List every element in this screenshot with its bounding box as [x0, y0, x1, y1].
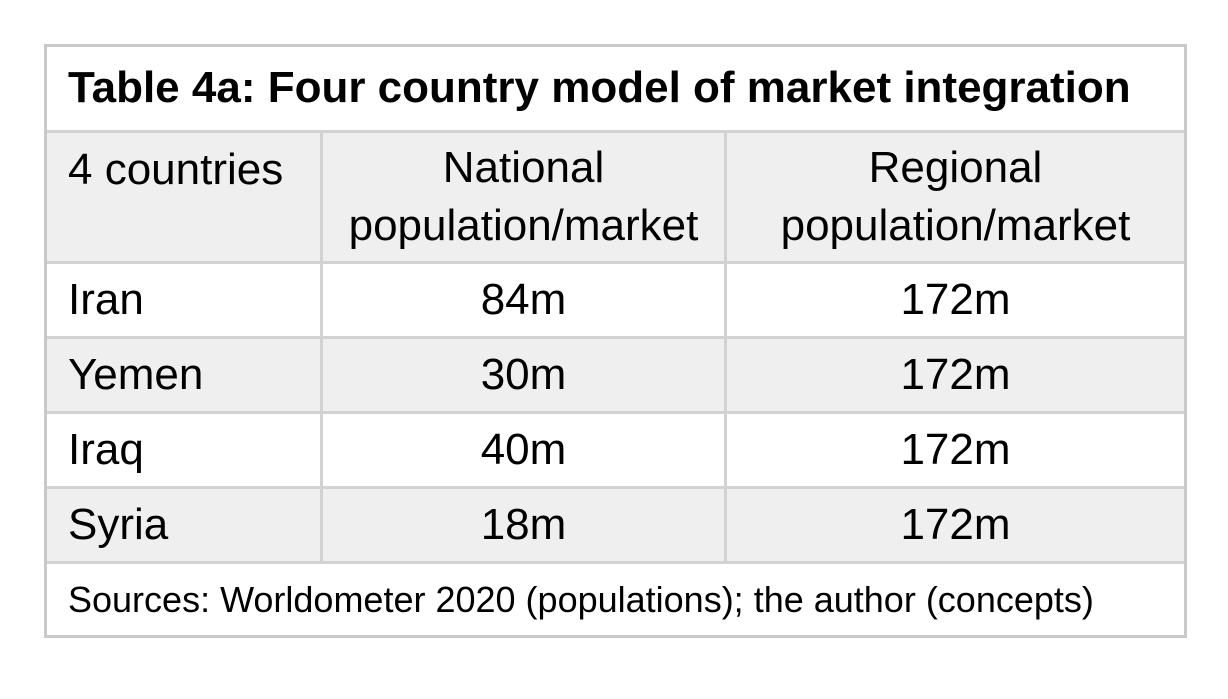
table-source-row: Sources: Worldometer 2020 (populations);…	[47, 561, 1184, 635]
table-source-note: Sources: Worldometer 2020 (populations);…	[68, 578, 1094, 620]
table-title: Table 4a: Four country model of market i…	[68, 63, 1131, 113]
cell-regional-population: 172m	[724, 414, 1184, 486]
cell-national-population: 84m	[320, 264, 724, 336]
country-label: Iran	[68, 274, 144, 324]
cell-country: Yemen	[47, 339, 320, 411]
column-header-regional: Regional population/market	[724, 133, 1184, 261]
table-row-yemen: Yemen 30m 172m	[47, 336, 1184, 411]
table-row-syria: Syria 18m 172m	[47, 486, 1184, 561]
table-header-row: 4 countries National population/market R…	[47, 130, 1184, 261]
market-integration-table: Table 4a: Four country model of market i…	[44, 44, 1187, 638]
country-label: Yemen	[68, 349, 204, 399]
national-population-value: 40m	[480, 424, 567, 474]
country-label: Iraq	[68, 424, 144, 474]
column-header-regional-line2: population/market	[780, 201, 1131, 250]
cell-regional-population: 172m	[724, 339, 1184, 411]
cell-country: Iran	[47, 264, 320, 336]
column-header-regional-line1: Regional	[868, 143, 1043, 192]
regional-population-value: 172m	[900, 274, 1011, 324]
cell-regional-population: 172m	[724, 264, 1184, 336]
table-title-row: Table 4a: Four country model of market i…	[47, 47, 1184, 130]
column-header-national-line2: population/market	[348, 201, 699, 250]
table-row-iraq: Iraq 40m 172m	[47, 411, 1184, 486]
table-row-iran: Iran 84m 172m	[47, 261, 1184, 336]
regional-population-value: 172m	[900, 424, 1011, 474]
cell-national-population: 30m	[320, 339, 724, 411]
cell-national-population: 40m	[320, 414, 724, 486]
column-header-countries: 4 countries	[47, 133, 320, 261]
national-population-value: 84m	[480, 274, 567, 324]
cell-regional-population: 172m	[724, 489, 1184, 561]
column-header-national-line1: National	[442, 143, 605, 192]
column-header-countries-label: 4 countries	[68, 145, 284, 194]
regional-population-value: 172m	[900, 349, 1011, 399]
column-header-national: National population/market	[320, 133, 724, 261]
regional-population-value: 172m	[900, 499, 1011, 549]
national-population-value: 18m	[480, 499, 567, 549]
cell-country: Iraq	[47, 414, 320, 486]
cell-country: Syria	[47, 489, 320, 561]
cell-national-population: 18m	[320, 489, 724, 561]
country-label: Syria	[68, 499, 169, 549]
national-population-value: 30m	[480, 349, 567, 399]
